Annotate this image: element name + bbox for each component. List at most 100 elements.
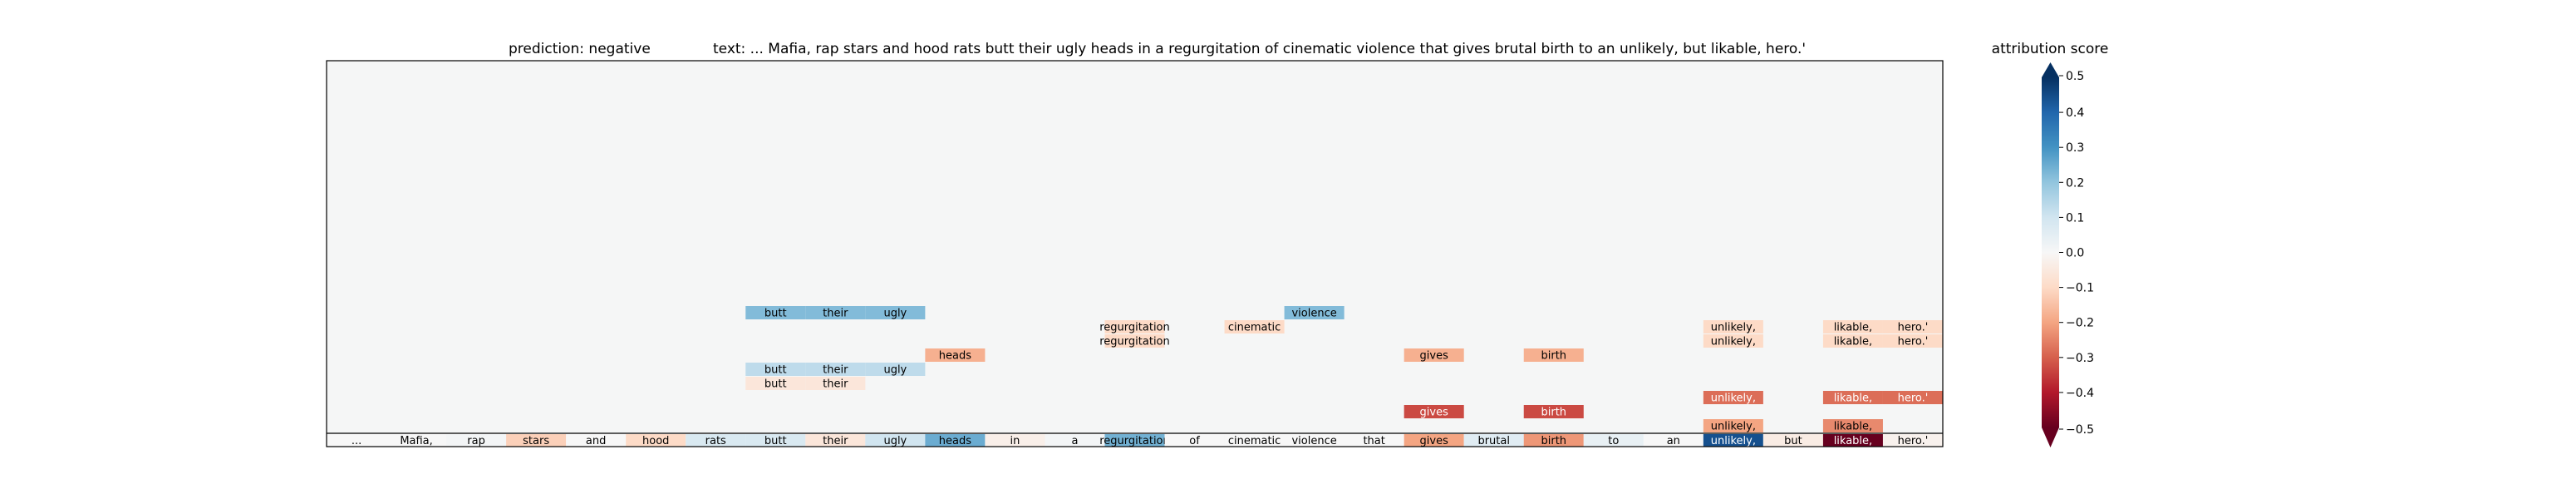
phrase-cell xyxy=(925,348,986,362)
phrase-cell xyxy=(1224,320,1285,333)
phrase-cell-label: ugly xyxy=(883,364,907,377)
token-cell xyxy=(1164,434,1225,447)
colorbar-tick-label: −0.2 xyxy=(2066,317,2094,330)
token-cell xyxy=(1762,434,1823,447)
token-cell xyxy=(686,434,746,447)
phrase-cell xyxy=(1822,419,1883,432)
colorbar-label: attribution score xyxy=(1992,41,2109,57)
phrase-cell xyxy=(745,377,806,390)
token-cell xyxy=(1583,434,1644,447)
token-label: hood xyxy=(642,435,669,447)
colorbar-tick-label: 0.2 xyxy=(2066,176,2084,190)
token-label: an xyxy=(1667,435,1680,447)
phrase-cell-label: butt xyxy=(764,308,787,320)
phrase-cell xyxy=(1104,320,1165,333)
colorbar-ticks: 0.4 0.3 0.2 0.1 0.0 −0.1 −0.2 −0.3 −0.4 0.5 −0.5 xyxy=(2059,70,2094,437)
token-label: that xyxy=(1363,435,1384,447)
plot-frame xyxy=(326,60,1944,447)
token-label: Mafia, xyxy=(400,435,432,447)
colorbar-extend-max xyxy=(2042,62,2059,77)
token-label: their xyxy=(823,435,848,447)
phrase-cell xyxy=(1703,419,1763,432)
token-cell xyxy=(327,434,387,447)
phrase-cell xyxy=(1703,391,1763,404)
token-cell xyxy=(865,434,926,447)
colorbar-tick-label: −0.4 xyxy=(2066,387,2094,400)
token-label: a xyxy=(1071,435,1078,447)
token-cell xyxy=(1404,434,1464,447)
token-cell xyxy=(1463,434,1524,447)
phrase-cell-label: their xyxy=(823,364,848,377)
phrase-cell xyxy=(1882,334,1943,348)
phrase-cell-label: unlikely, xyxy=(1711,393,1756,405)
phrase-cell-label: gives xyxy=(1420,350,1449,363)
phrase-cell-label: their xyxy=(823,308,848,320)
phrase-cell xyxy=(1104,334,1165,348)
phrase-cell-label: gives xyxy=(1420,407,1449,419)
phrase-cell xyxy=(805,306,866,319)
token-cell xyxy=(985,434,1045,447)
phrase-cell-label: unlikely, xyxy=(1711,421,1756,433)
phrase-cell-label: violence xyxy=(1291,308,1336,320)
token-cell xyxy=(1344,434,1404,447)
prediction-label: prediction: negative xyxy=(509,41,651,57)
phrase-cell-label: butt xyxy=(764,378,787,391)
token-label: to xyxy=(1608,435,1619,447)
token-cell xyxy=(1284,434,1345,447)
token-label: likable, xyxy=(1834,435,1872,447)
token-label: cinematic xyxy=(1228,435,1281,447)
phrase-cell-label: likable, xyxy=(1834,393,1872,405)
phrase-cell xyxy=(1822,334,1883,348)
phrase-cell-label: birth xyxy=(1541,407,1566,419)
token-label: heads xyxy=(939,435,971,447)
phrase-cell xyxy=(805,377,866,390)
phrase-cell-label: ugly xyxy=(883,308,907,320)
phrase-cell xyxy=(1523,348,1584,362)
token-cell xyxy=(506,434,567,447)
phrase-cell xyxy=(1703,320,1763,333)
colorbar-tick-label: 0.3 xyxy=(2066,141,2084,155)
token-label: rats xyxy=(705,435,726,447)
hierarchy-levels: unlikely, likable, gives birth unlikely, lika… xyxy=(745,306,1943,433)
colorbar-tick-label: −0.3 xyxy=(2066,352,2094,365)
token-label: stars xyxy=(523,435,549,447)
phrase-cell-label: likable, xyxy=(1834,421,1872,433)
token-label: hero.' xyxy=(1898,435,1929,447)
token-cell xyxy=(1822,434,1883,447)
colorbar-tick-label: 0.5 xyxy=(2066,70,2084,83)
token-cell xyxy=(1882,434,1943,447)
chart-title: prediction: negative text: ... Mafia, ra… xyxy=(509,41,1806,57)
token-cell xyxy=(626,434,686,447)
colorbar: attribution score 0.4 0.3 0.2 0.1 0.0 −0.1 −0.… xyxy=(1992,41,2109,447)
colorbar-tick-label: −0.1 xyxy=(2066,282,2094,295)
phrase-cell xyxy=(1523,405,1584,418)
phrase-cell-label: likable, xyxy=(1834,336,1872,348)
phrase-cell-label: cinematic xyxy=(1228,322,1281,334)
token-row: ... Mafia, rap stars and hood rats butt their ugl… xyxy=(327,434,1943,447)
token-label: and xyxy=(586,435,606,447)
token-label: birth xyxy=(1541,435,1566,447)
token-label: rap xyxy=(467,435,485,447)
phrase-cell xyxy=(1822,320,1883,333)
token-label: ugly xyxy=(883,435,907,447)
phrase-cell-label: hero.' xyxy=(1898,336,1929,348)
phrase-cell xyxy=(1703,334,1763,348)
token-cell xyxy=(1643,434,1703,447)
phrase-cell xyxy=(1822,391,1883,404)
token-label: but xyxy=(1784,435,1802,447)
colorbar-extend-min xyxy=(2042,427,2059,447)
phrase-cell-label: regurgitation xyxy=(1099,322,1170,334)
token-label: brutal xyxy=(1477,435,1510,447)
phrase-cell xyxy=(1404,405,1464,418)
phrase-cell-label: butt xyxy=(764,364,787,377)
colorbar-tick-label: 0.1 xyxy=(2066,211,2084,225)
token-cell xyxy=(1045,434,1105,447)
phrase-cell xyxy=(1882,391,1943,404)
token-cell xyxy=(925,434,986,447)
phrase-cell xyxy=(745,363,806,376)
phrase-cell xyxy=(865,363,926,376)
phrase-cell xyxy=(745,306,806,319)
token-label: gives xyxy=(1420,435,1449,447)
phrase-cell xyxy=(865,306,926,319)
